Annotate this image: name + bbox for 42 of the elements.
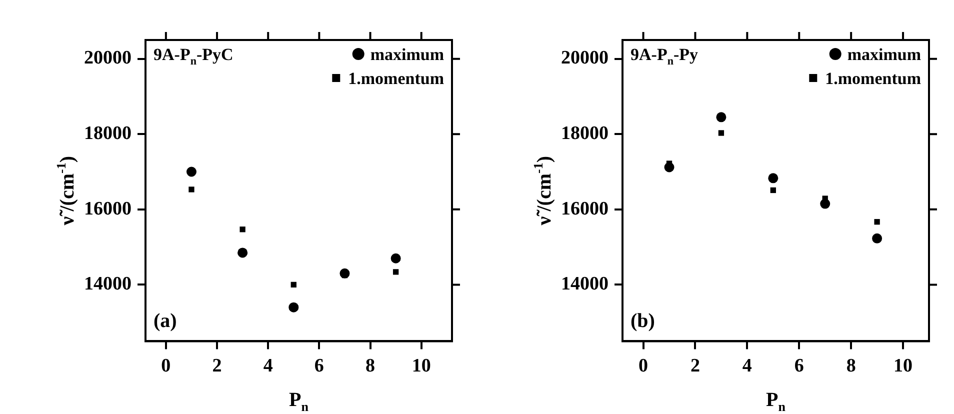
point	[392, 269, 399, 275]
y-tick-label: 20000	[561, 48, 608, 69]
point	[768, 173, 778, 184]
point	[288, 302, 299, 312]
legend-label: 1.momentum	[348, 69, 444, 88]
point	[390, 253, 401, 264]
annotation: (b)	[630, 310, 655, 332]
y-axis-title: ν̃ /(cm-1)	[54, 156, 78, 226]
x-tick-label: 2	[690, 356, 700, 377]
legend-label: maximum	[847, 45, 922, 64]
y-tick-label: 14000	[84, 274, 132, 295]
y-tick-label: 14000	[561, 274, 608, 295]
point	[186, 166, 196, 177]
point	[716, 112, 726, 122]
x-tick-label: 6	[794, 356, 804, 377]
y-tick-label: 16000	[561, 198, 608, 220]
point	[872, 233, 882, 244]
point	[718, 130, 724, 136]
legend-label: 1.momentum	[825, 69, 922, 88]
y-tick-label: 20000	[84, 48, 132, 69]
annotation: (a)	[154, 310, 177, 332]
x-tick-label: 10	[412, 356, 431, 377]
point	[238, 248, 248, 258]
y-axis-title: ν̃ /(cm-1)	[530, 156, 556, 226]
point	[188, 186, 194, 192]
point	[290, 282, 296, 288]
x-tick-label: 8	[846, 356, 856, 377]
x-tick-label: 4	[263, 356, 274, 377]
x-tick-label: 8	[366, 356, 376, 377]
point	[240, 226, 246, 232]
y-tick-label: 16000	[84, 198, 132, 220]
x-tick-label: 0	[638, 356, 648, 377]
y-tick-label: 18000	[561, 123, 608, 144]
x-tick-label: 6	[314, 356, 324, 377]
y-tick-label: 18000	[84, 123, 132, 144]
x-tick-label: 10	[894, 356, 913, 377]
point	[874, 219, 880, 225]
legend-label: maximum	[370, 45, 444, 64]
x-tick-label: 4	[742, 356, 752, 377]
point	[770, 187, 776, 194]
x-tick-label: 0	[161, 356, 171, 377]
x-tick-label: 2	[212, 356, 222, 377]
